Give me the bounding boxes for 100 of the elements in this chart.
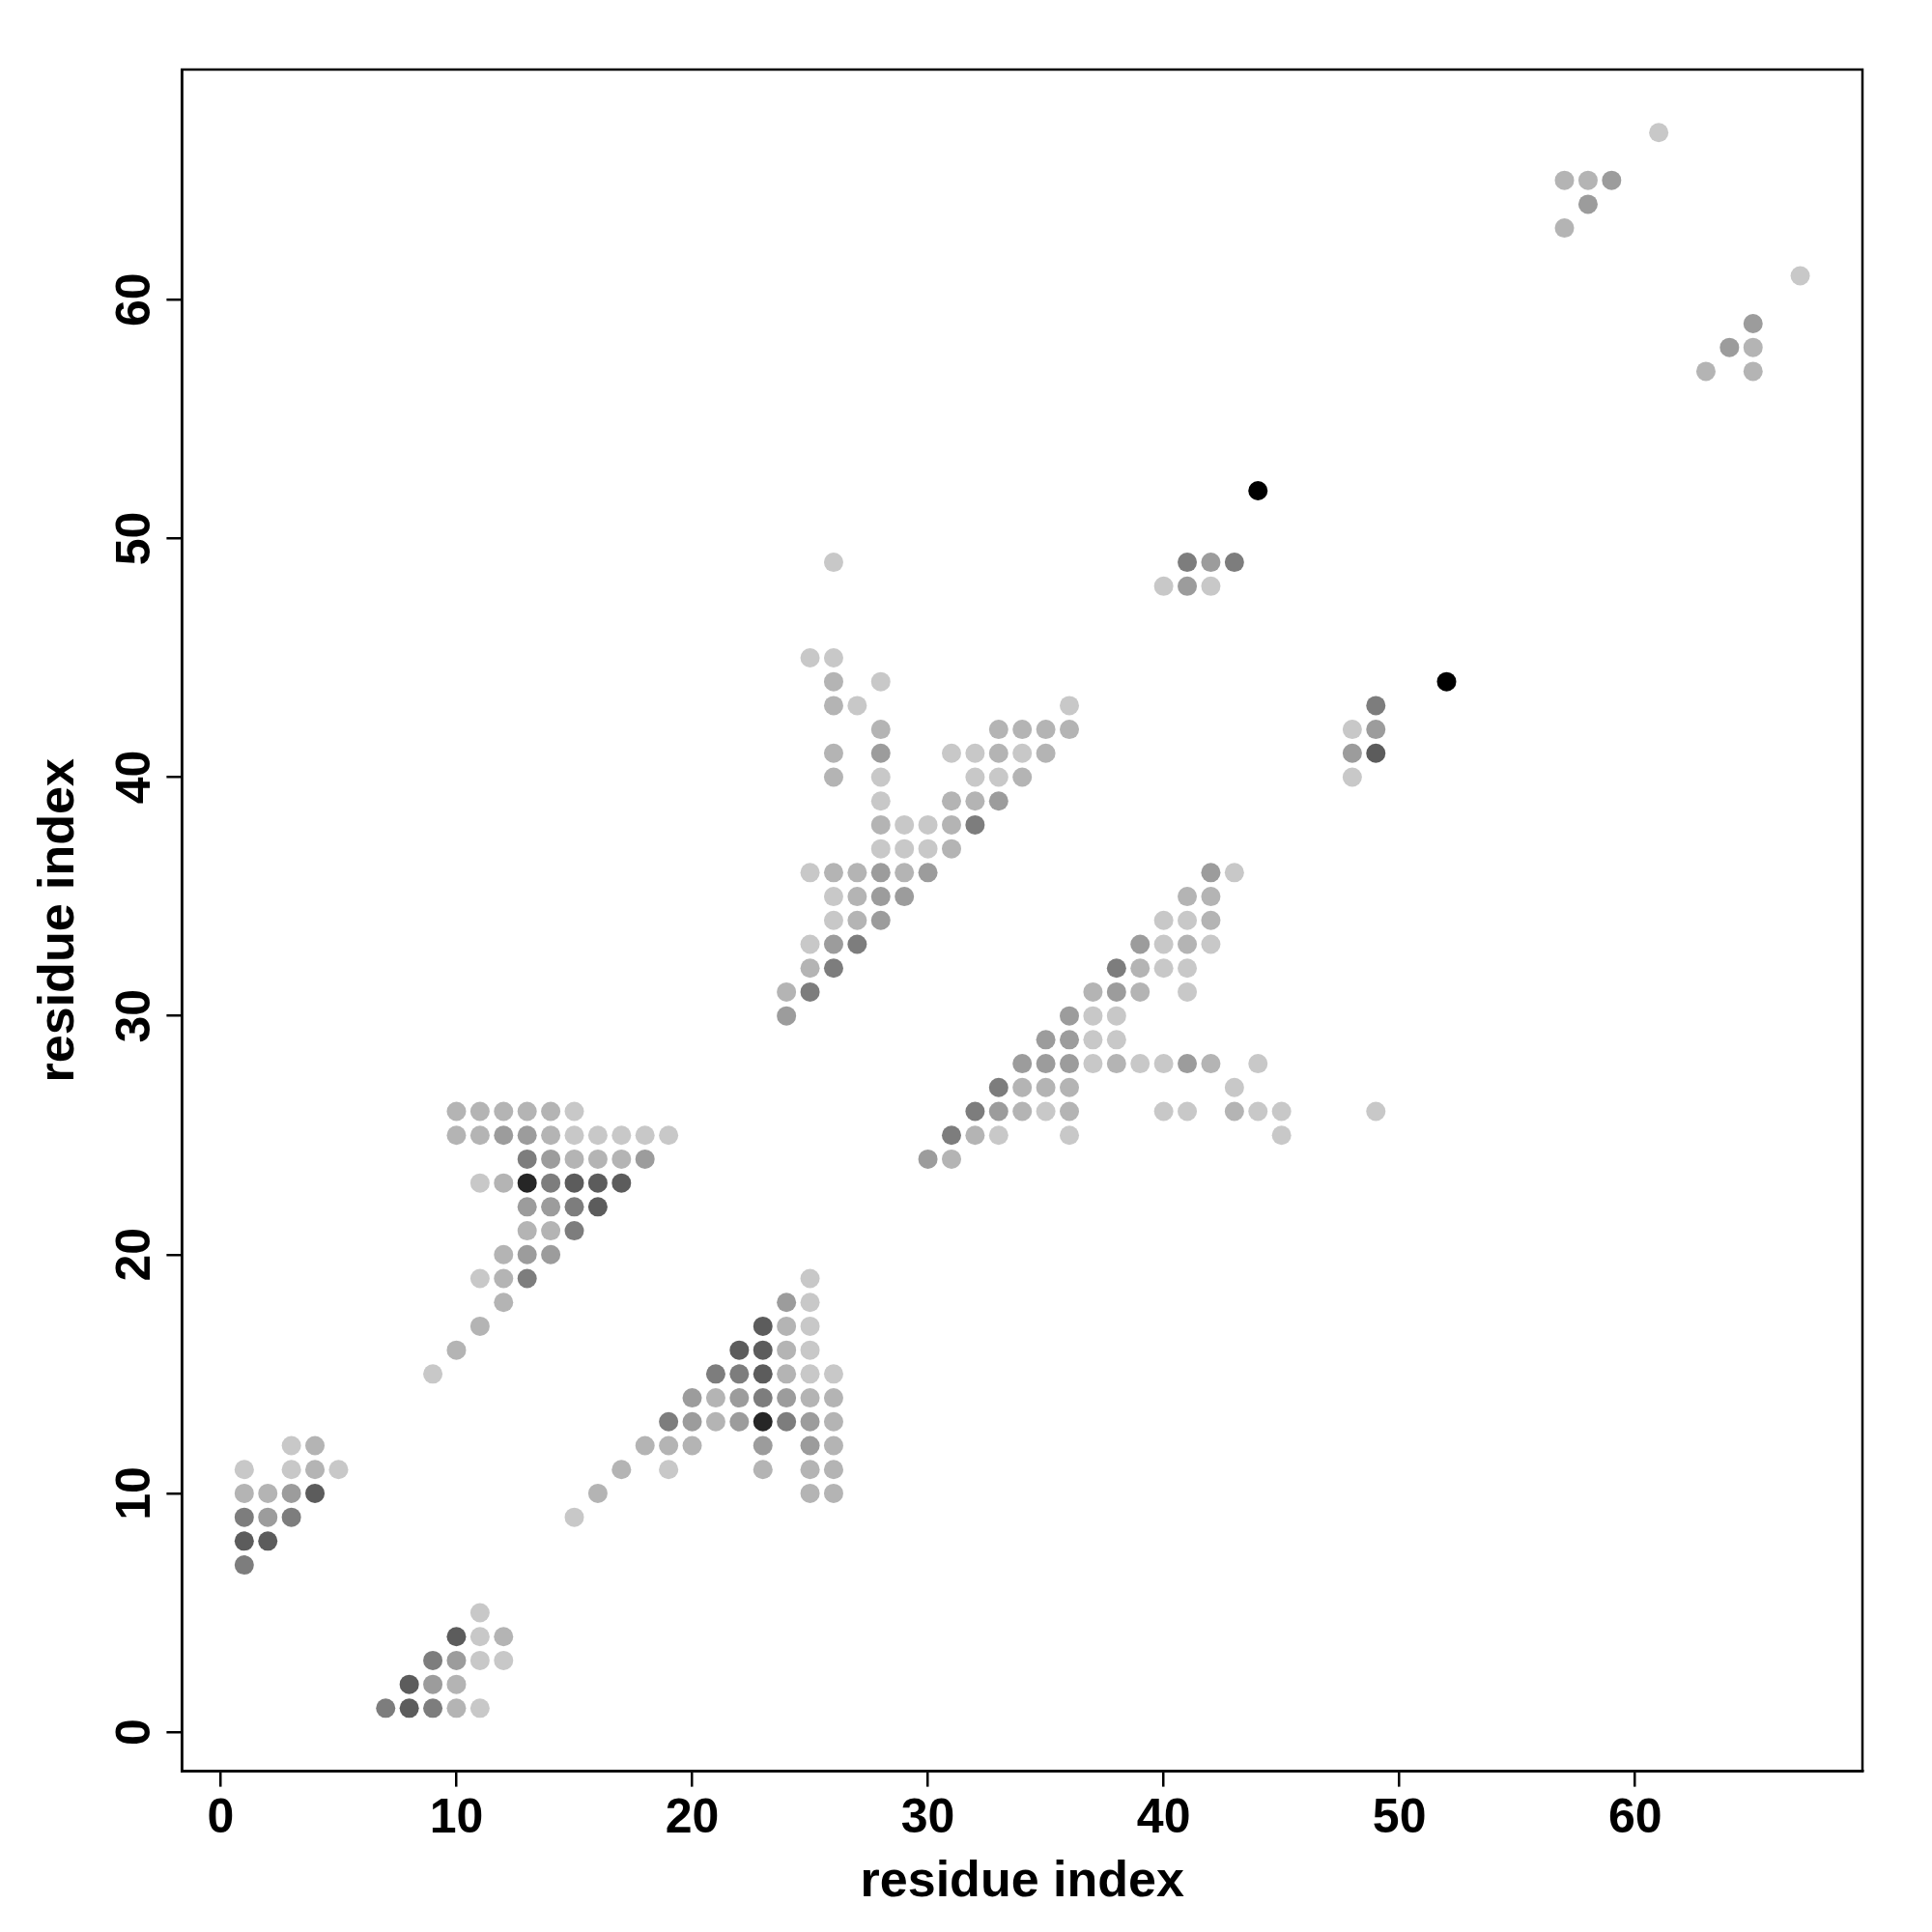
x-tick-label: 50 <box>1372 1789 1427 1844</box>
point <box>587 1197 608 1217</box>
point <box>258 1507 278 1527</box>
point <box>1719 337 1740 357</box>
point <box>564 1173 584 1193</box>
point <box>399 1698 419 1719</box>
point <box>847 934 867 954</box>
x-tick-label: 30 <box>900 1789 955 1844</box>
point <box>753 1411 773 1432</box>
point <box>1178 576 1198 596</box>
point <box>753 1435 773 1456</box>
point <box>870 887 891 907</box>
x-tick-label: 40 <box>1136 1789 1191 1844</box>
point <box>1178 553 1198 573</box>
point <box>659 1411 679 1432</box>
x-tick-label: 60 <box>1607 1789 1662 1844</box>
point <box>777 1006 797 1026</box>
x-tick-label: 0 <box>207 1789 235 1844</box>
point <box>1224 553 1244 573</box>
point <box>446 1627 467 1647</box>
point <box>1012 1054 1033 1074</box>
point <box>1366 743 1386 763</box>
point <box>517 1125 537 1146</box>
point <box>635 1149 655 1169</box>
point <box>870 910 891 930</box>
point <box>800 981 820 1002</box>
point <box>800 1435 820 1456</box>
x-axis-title: residue index <box>860 1851 1184 1908</box>
point <box>234 1555 254 1576</box>
point <box>1201 553 1221 573</box>
point <box>988 1101 1009 1122</box>
point <box>1436 671 1457 692</box>
point <box>988 1077 1009 1097</box>
point <box>777 1293 797 1313</box>
y-tick-label: 40 <box>106 750 161 805</box>
point <box>1060 1054 1080 1074</box>
point <box>446 1650 467 1670</box>
point <box>541 1149 561 1169</box>
point <box>941 1125 961 1146</box>
point <box>1342 743 1362 763</box>
point <box>895 887 915 907</box>
point <box>376 1698 396 1719</box>
point <box>234 1531 254 1551</box>
y-tick-label: 10 <box>106 1466 161 1520</box>
point <box>305 1483 326 1503</box>
point <box>564 1197 584 1217</box>
point <box>517 1149 537 1169</box>
point <box>1036 1054 1056 1074</box>
point <box>423 1674 443 1694</box>
point <box>541 1173 561 1193</box>
point <box>823 934 843 954</box>
point <box>281 1507 301 1527</box>
point <box>564 1221 584 1241</box>
point <box>517 1197 537 1217</box>
point <box>1106 981 1126 1002</box>
point <box>800 1411 820 1432</box>
point <box>1366 696 1386 716</box>
point <box>753 1388 773 1408</box>
point <box>1060 1006 1080 1026</box>
point <box>753 1364 773 1384</box>
point <box>258 1531 278 1551</box>
point <box>494 1125 514 1146</box>
point <box>1248 480 1268 500</box>
point <box>682 1411 702 1432</box>
x-tick-label: 10 <box>429 1789 484 1844</box>
point <box>918 863 938 883</box>
point <box>1602 170 1622 190</box>
point <box>1178 1054 1198 1074</box>
point <box>988 791 1009 811</box>
point <box>918 1149 938 1169</box>
point <box>1577 194 1598 214</box>
point <box>682 1388 702 1408</box>
point <box>1060 1030 1080 1050</box>
point <box>870 863 891 883</box>
point <box>541 1197 561 1217</box>
point <box>729 1411 750 1432</box>
point <box>423 1650 443 1670</box>
point <box>965 1101 985 1122</box>
point <box>729 1388 750 1408</box>
point <box>517 1173 537 1193</box>
y-tick-label: 30 <box>106 988 161 1043</box>
point <box>517 1268 537 1289</box>
point <box>705 1364 725 1384</box>
y-tick-label: 50 <box>106 511 161 566</box>
y-tick-label: 0 <box>106 1719 161 1746</box>
point <box>1036 1030 1056 1050</box>
point <box>965 814 985 835</box>
point <box>753 1316 773 1336</box>
point <box>541 1244 561 1264</box>
point <box>423 1698 443 1719</box>
y-tick-label: 20 <box>106 1227 161 1282</box>
point <box>1201 863 1221 883</box>
y-tick-label: 60 <box>106 272 161 327</box>
point <box>870 743 891 763</box>
point <box>611 1173 632 1193</box>
point <box>281 1483 301 1503</box>
y-axis-title: residue index <box>27 758 84 1083</box>
point <box>399 1674 419 1694</box>
point <box>1106 958 1126 979</box>
point <box>587 1173 608 1193</box>
